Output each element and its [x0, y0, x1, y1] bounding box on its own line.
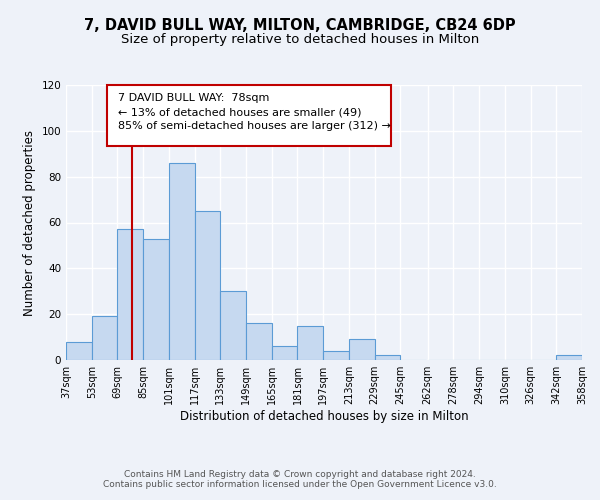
- Bar: [272, 346, 298, 360]
- Bar: [143, 238, 169, 360]
- Bar: [374, 356, 400, 360]
- Bar: [66, 342, 92, 360]
- Text: Size of property relative to detached houses in Milton: Size of property relative to detached ho…: [121, 32, 479, 46]
- Bar: [169, 163, 194, 360]
- Text: Contains public sector information licensed under the Open Government Licence v3: Contains public sector information licen…: [103, 480, 497, 489]
- Bar: [556, 356, 582, 360]
- FancyBboxPatch shape: [107, 85, 391, 146]
- Bar: [118, 230, 143, 360]
- Y-axis label: Number of detached properties: Number of detached properties: [23, 130, 36, 316]
- X-axis label: Distribution of detached houses by size in Milton: Distribution of detached houses by size …: [179, 410, 469, 423]
- Bar: [246, 324, 272, 360]
- Bar: [194, 211, 220, 360]
- Text: Contains HM Land Registry data © Crown copyright and database right 2024.: Contains HM Land Registry data © Crown c…: [124, 470, 476, 479]
- Text: 7 DAVID BULL WAY:  78sqm
← 13% of detached houses are smaller (49)
85% of semi-d: 7 DAVID BULL WAY: 78sqm ← 13% of detache…: [118, 93, 391, 131]
- Text: 7, DAVID BULL WAY, MILTON, CAMBRIDGE, CB24 6DP: 7, DAVID BULL WAY, MILTON, CAMBRIDGE, CB…: [84, 18, 516, 32]
- Bar: [323, 351, 349, 360]
- Bar: [220, 291, 246, 360]
- Bar: [92, 316, 118, 360]
- Bar: [349, 340, 374, 360]
- Bar: [298, 326, 323, 360]
